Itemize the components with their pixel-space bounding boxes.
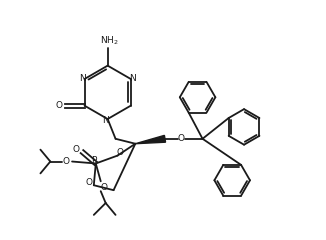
Text: O: O — [100, 183, 107, 192]
Text: O: O — [63, 157, 70, 166]
Text: N: N — [102, 115, 109, 125]
Text: O: O — [177, 134, 184, 143]
Text: NH$_2$: NH$_2$ — [100, 35, 119, 47]
Text: O: O — [85, 178, 92, 187]
Text: O: O — [117, 148, 124, 157]
Polygon shape — [135, 135, 166, 144]
Text: N: N — [129, 74, 136, 84]
Text: O: O — [55, 101, 62, 110]
Text: N: N — [79, 74, 86, 84]
Text: O: O — [72, 145, 80, 154]
Text: P: P — [91, 156, 96, 165]
